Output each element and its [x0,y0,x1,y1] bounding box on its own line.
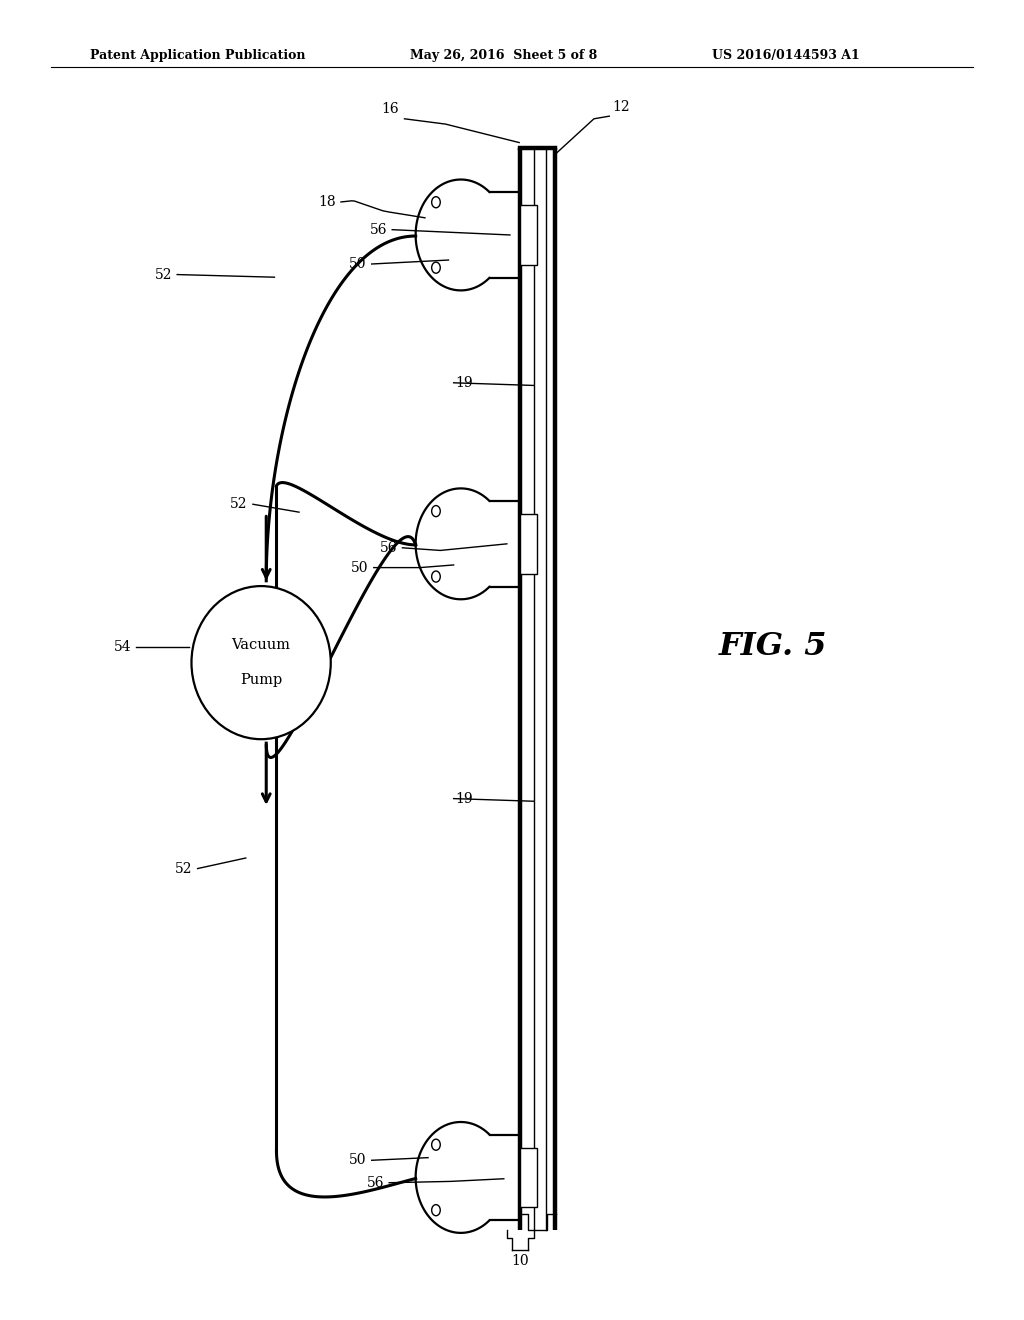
Text: 50: 50 [351,561,369,574]
Circle shape [432,506,440,516]
Text: 54: 54 [114,640,131,653]
Bar [520,1147,537,1208]
Text: Pump: Pump [240,673,283,686]
Text: Patent Application Publication: Patent Application Publication [90,49,305,62]
Circle shape [432,1139,440,1150]
Text: 50: 50 [349,257,367,271]
Text: 52: 52 [155,268,172,281]
Text: 12: 12 [612,99,630,114]
Text: 10: 10 [511,1254,529,1269]
Text: 52: 52 [230,498,248,511]
Circle shape [432,197,440,207]
Circle shape [432,1205,440,1216]
Circle shape [432,263,440,273]
Text: 19: 19 [456,792,473,805]
Text: Vacuum: Vacuum [231,639,291,652]
Bar [520,205,537,265]
Text: May 26, 2016  Sheet 5 of 8: May 26, 2016 Sheet 5 of 8 [410,49,597,62]
Text: 50: 50 [349,1154,367,1167]
Text: 16: 16 [382,102,399,116]
Text: 56: 56 [367,1176,384,1189]
Text: FIG. 5: FIG. 5 [719,631,827,663]
Text: 52: 52 [175,862,193,875]
Circle shape [432,572,440,582]
Text: 19: 19 [456,376,473,389]
Bar [520,513,537,574]
Text: US 2016/0144593 A1: US 2016/0144593 A1 [712,49,859,62]
Ellipse shape [191,586,331,739]
Text: 18: 18 [318,195,336,209]
Text: 56: 56 [380,541,397,554]
Text: 56: 56 [370,223,387,236]
